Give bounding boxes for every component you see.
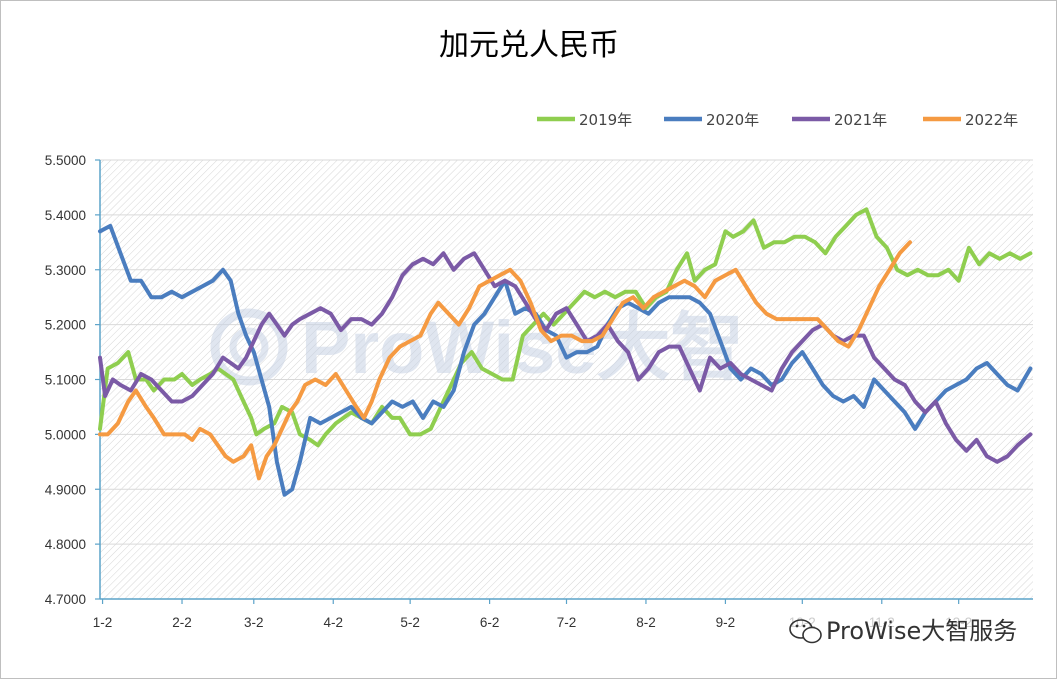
- y-tick-label: 5.3000: [45, 263, 86, 278]
- legend-label: 2021年: [834, 111, 887, 129]
- legend: 2019年 2020年 2021年 2022年: [537, 111, 1018, 129]
- y-tick-label: 5.4000: [45, 208, 86, 223]
- x-tick-label: 9-2: [716, 615, 736, 630]
- y-tick-label: 4.9000: [45, 482, 86, 497]
- legend-label: 2020年: [706, 111, 759, 129]
- y-tick-label: 5.2000: [45, 318, 86, 333]
- y-tick-label: 4.8000: [45, 537, 86, 552]
- watermark-label: ProWise大智服务: [826, 617, 1017, 645]
- series-line-4: [98, 240, 912, 481]
- series-line-1: [98, 207, 1033, 448]
- x-tick-label: 3-2: [244, 615, 264, 630]
- series-line-2: [98, 223, 1033, 497]
- chart-title: 加元兑人民币: [439, 28, 619, 63]
- legend-label: 2022年: [965, 111, 1018, 129]
- legend-label: 2019年: [579, 111, 632, 129]
- series-line-3: [98, 251, 1033, 464]
- x-tick-label: 6-2: [480, 615, 500, 630]
- x-tick-label: 7-2: [557, 615, 577, 630]
- x-tick-label: 5-2: [400, 615, 420, 630]
- y-tick-label: 5.0000: [45, 427, 86, 442]
- y-tick-labels: 4.7000 4.8000 4.9000 5.0000 5.1000 5.2000 5.30…: [45, 153, 86, 607]
- y-tick-label: 5.5000: [45, 153, 86, 168]
- x-tick-label: 2-2: [172, 615, 192, 630]
- wechat-icon: [789, 619, 822, 644]
- x-tick-label: 1-2: [93, 615, 113, 630]
- watermark-corner: ProWise大智服务: [779, 607, 1029, 647]
- x-tick-label: 4-2: [323, 615, 343, 630]
- x-tick-label: 8-2: [636, 615, 656, 630]
- series-lines: [98, 207, 1033, 497]
- y-tick-label: 5.1000: [45, 373, 86, 388]
- y-tick-label: 4.7000: [45, 592, 86, 607]
